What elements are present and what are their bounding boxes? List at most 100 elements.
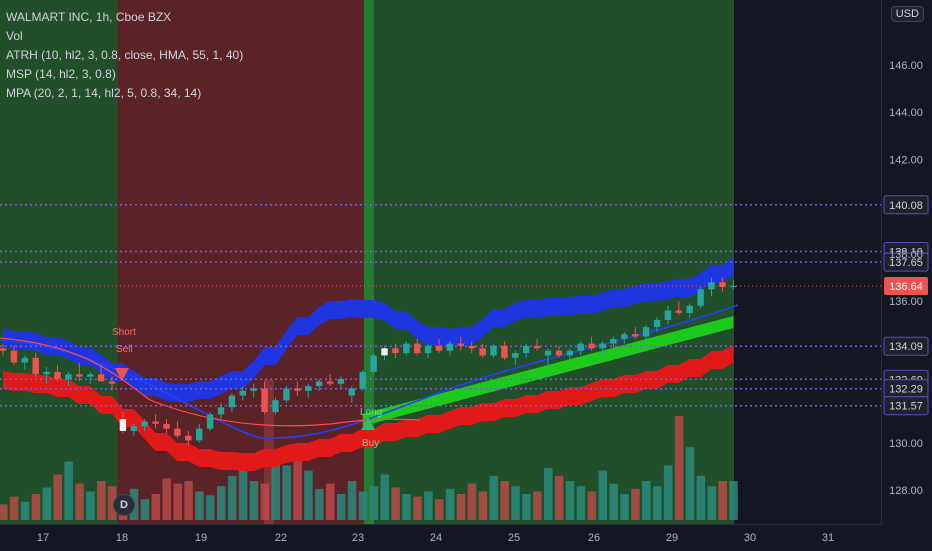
candle-body xyxy=(283,388,290,401)
volume-bar xyxy=(424,491,433,520)
candle-body xyxy=(32,357,39,375)
candle-body xyxy=(305,386,312,391)
candle-body xyxy=(370,355,377,372)
volume-bar xyxy=(195,491,204,520)
volume-bar xyxy=(718,481,727,520)
candle-body xyxy=(392,348,399,354)
legend-atrh[interactable]: ATRH (10, hl2, 3, 0.8, close, HMA, 55, 1… xyxy=(6,48,244,62)
candle-body xyxy=(141,421,148,427)
candle-body xyxy=(326,381,334,384)
volume-bar xyxy=(151,494,161,520)
time-axis[interactable] xyxy=(0,524,882,551)
candle-body xyxy=(348,388,355,396)
candle-body xyxy=(403,343,410,354)
volume-bar xyxy=(696,475,706,520)
candle-body xyxy=(621,334,628,339)
volume-bar xyxy=(467,483,477,520)
volume-bar xyxy=(565,481,575,520)
volume-bar xyxy=(609,483,618,520)
time-tick-label: 26 xyxy=(588,532,600,544)
signal-label: Long xyxy=(360,407,382,418)
candle-body xyxy=(697,289,704,306)
volume-bar xyxy=(663,465,673,520)
candle-body xyxy=(414,343,421,354)
price-scale[interactable] xyxy=(881,0,932,524)
volume-bar xyxy=(53,474,62,520)
volume-bar xyxy=(445,488,455,520)
volume-bar xyxy=(20,501,30,520)
volume-bar xyxy=(576,486,586,520)
volume-bar xyxy=(707,486,716,520)
candle-body xyxy=(588,343,595,349)
candle-body xyxy=(381,348,388,356)
candle-body xyxy=(163,423,170,429)
time-tick-label: 30 xyxy=(744,532,756,544)
candle-body xyxy=(97,374,105,382)
signal-label: Short xyxy=(112,327,136,338)
volume-bar xyxy=(31,494,41,520)
legend-msp[interactable]: MSP (14, hl2, 3, 0.8) xyxy=(6,67,116,81)
volume-bar xyxy=(380,474,389,520)
time-tick-label: 19 xyxy=(195,532,207,544)
middle-band xyxy=(362,316,734,426)
price-level-label: 131.57 xyxy=(889,401,923,413)
volume-bar xyxy=(489,475,498,520)
candle-body xyxy=(523,345,530,354)
volume-bar xyxy=(315,488,324,520)
price-tick-label: 144.00 xyxy=(889,107,923,119)
signal-label: Sell xyxy=(116,344,133,355)
volume-bar xyxy=(9,496,19,520)
candles xyxy=(0,277,737,446)
volume-bar xyxy=(631,488,640,520)
volume-bar xyxy=(554,475,564,520)
candle-body xyxy=(610,338,617,344)
candle-body xyxy=(653,320,661,328)
candle-body xyxy=(479,348,486,356)
price-tick-label: 138.00 xyxy=(889,249,923,261)
time-tick-label: 29 xyxy=(666,532,678,544)
volume-bar xyxy=(347,481,357,520)
signal-label: Buy xyxy=(362,438,379,449)
volume-bar xyxy=(86,491,95,520)
volume-bar xyxy=(685,447,695,520)
volume-bar xyxy=(369,486,379,520)
price-level-label: 134.09 xyxy=(889,341,923,353)
volume-bar xyxy=(620,494,629,520)
candle-body xyxy=(424,345,432,354)
price-tick-label: 136.00 xyxy=(889,296,923,308)
volume-bar xyxy=(206,495,215,520)
volume-bar xyxy=(217,486,226,520)
volume-bar xyxy=(413,496,422,520)
volume-bar xyxy=(0,504,8,520)
last-price-tag xyxy=(884,277,928,295)
volume-bar xyxy=(271,461,280,520)
volume-bar xyxy=(304,470,313,520)
currency-button[interactable]: USD xyxy=(890,6,924,22)
time-axis-labels: 17 18 19 22 23 24 25 26 29 30 31 xyxy=(37,532,834,544)
price-level-label: 137.65 xyxy=(889,257,923,269)
candle-body xyxy=(206,414,214,429)
candle-body xyxy=(730,286,737,287)
volume-bar xyxy=(456,494,466,520)
volume-bar xyxy=(97,481,106,520)
legend-title[interactable]: WALMART INC, 1h, Cboe BZX xyxy=(6,10,172,24)
candle-body xyxy=(294,388,301,391)
volume-bar xyxy=(42,487,52,520)
legend-vol[interactable]: Vol xyxy=(6,29,23,43)
time-tick-label: 25 xyxy=(508,532,520,544)
price-level-label: 132.29 xyxy=(889,384,923,396)
dividend-badge[interactable]: D xyxy=(113,494,135,516)
volume-bar xyxy=(336,494,346,520)
candle-body xyxy=(217,407,225,415)
price-tick-label: 130.00 xyxy=(889,438,923,450)
candle-body xyxy=(446,343,454,351)
candle-body xyxy=(10,350,18,363)
volume-bar xyxy=(544,468,553,520)
candle-body xyxy=(599,343,606,349)
legend-mpa[interactable]: MPA (20, 2, 1, 14, hl2, 5, 0.8, 34, 14) xyxy=(6,86,202,100)
lower-band xyxy=(3,345,734,471)
price-axis-labels: 140.08138.10137.65134.09132.69132.29131.… xyxy=(883,60,929,497)
volume-bar xyxy=(674,416,684,520)
last-price-label: 136.64 xyxy=(889,281,923,293)
